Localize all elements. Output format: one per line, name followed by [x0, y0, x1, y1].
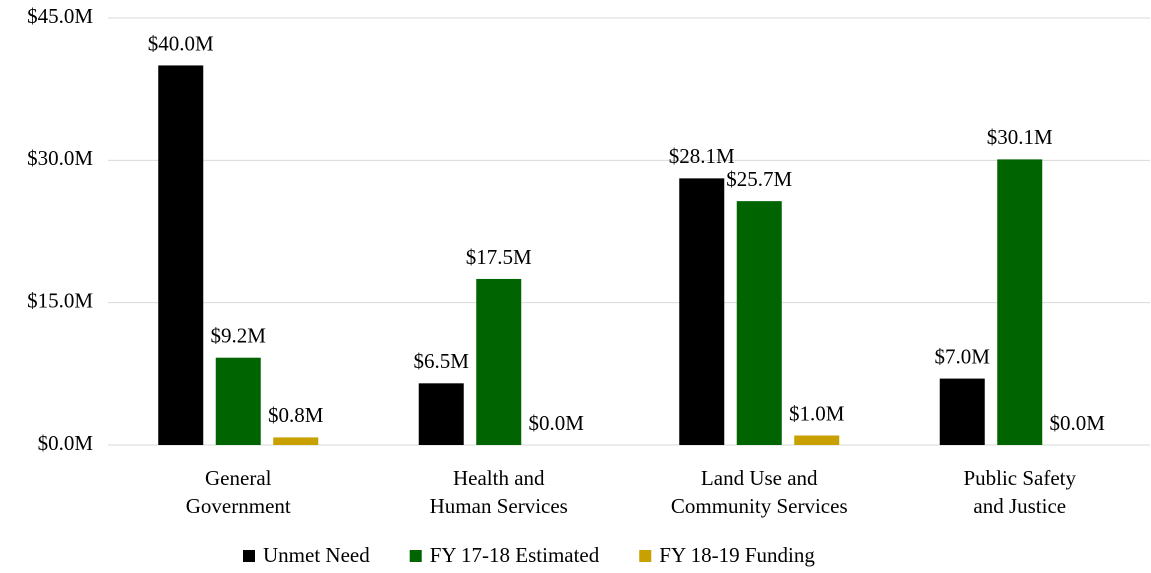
- legend-label: Unmet Need: [263, 543, 370, 567]
- y-tick-label: $0.0M: [38, 431, 94, 455]
- data-label: $6.5M: [414, 349, 470, 373]
- data-label: $25.7M: [726, 167, 792, 191]
- bar: [794, 435, 840, 445]
- bar: [273, 437, 319, 445]
- bar: [215, 357, 261, 445]
- data-label: $0.0M: [1050, 411, 1106, 435]
- data-label: $9.2M: [211, 324, 267, 348]
- data-label: $0.0M: [529, 411, 585, 435]
- data-label: $7.0M: [935, 344, 991, 368]
- x-tick-label: Public Safety and Justice: [963, 466, 1076, 518]
- bar: [939, 378, 985, 445]
- x-tick-label: Land Use and Community Services: [671, 466, 848, 518]
- legend-swatch: [639, 550, 652, 562]
- bar: [158, 65, 204, 445]
- bar: [476, 278, 522, 445]
- x-tick-label: Health and Human Services: [430, 466, 568, 518]
- data-label: $40.0M: [148, 31, 214, 55]
- y-tick-label: $45.0M: [27, 4, 93, 28]
- legend-label: FY 17-18 Estimated: [430, 543, 600, 567]
- data-label: $1.0M: [789, 401, 845, 425]
- data-label: $28.1M: [669, 144, 735, 168]
- data-label: $30.1M: [987, 125, 1053, 149]
- y-tick-label: $15.0M: [27, 288, 93, 312]
- bar: [736, 201, 782, 445]
- data-label: $17.5M: [466, 245, 532, 269]
- data-label: $0.8M: [268, 403, 324, 427]
- legend-label: FY 18-19 Funding: [659, 543, 815, 567]
- legend-swatch: [409, 550, 422, 562]
- bar: [679, 178, 725, 445]
- y-tick-label: $30.0M: [27, 146, 93, 170]
- legend-swatch: [243, 550, 255, 562]
- x-tick-label: General Government: [186, 466, 291, 518]
- bar: [418, 383, 464, 445]
- bar: [997, 159, 1043, 445]
